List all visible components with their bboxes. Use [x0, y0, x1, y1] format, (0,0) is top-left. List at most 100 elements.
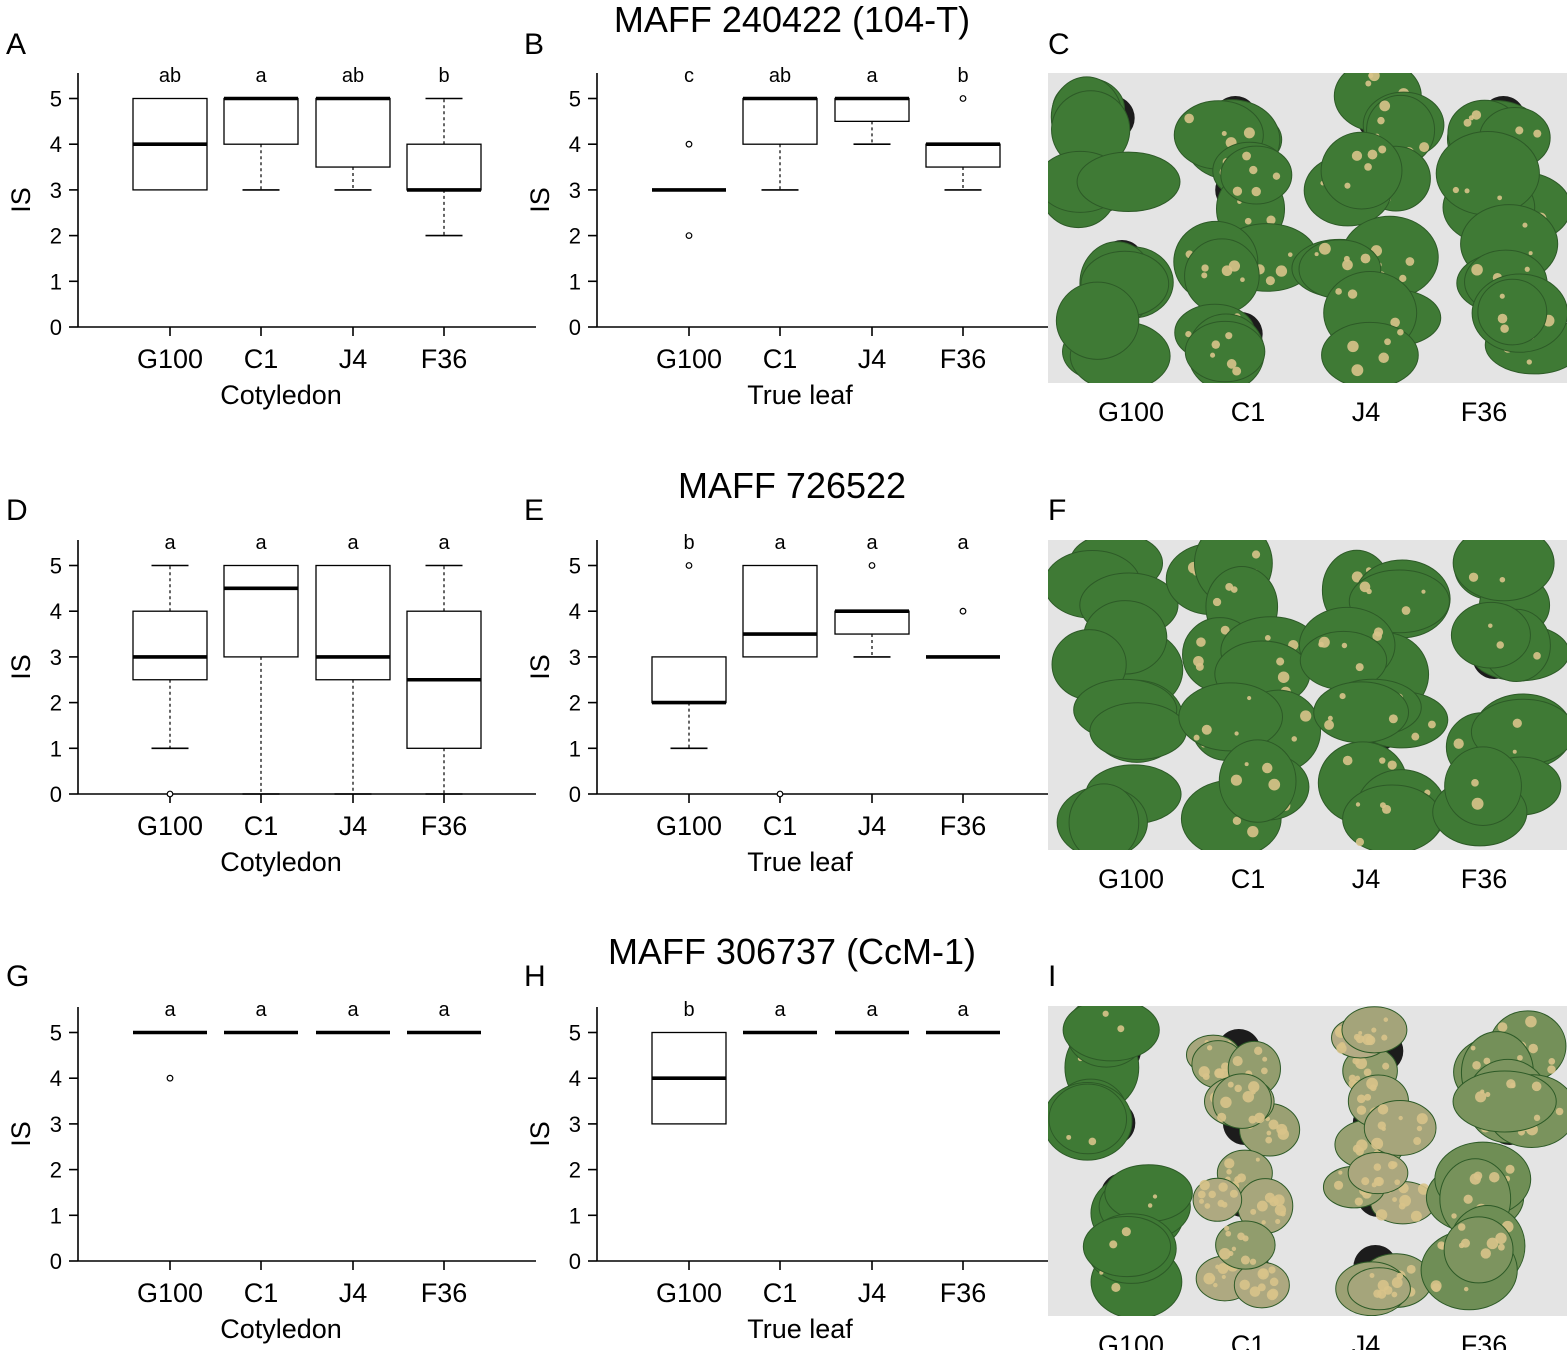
lesion-spot: [1360, 253, 1371, 264]
lesion-spot: [1365, 80, 1372, 87]
plant-group: [1298, 549, 1451, 850]
lesion-spot: [1217, 1199, 1225, 1207]
y-tick-label: 0: [569, 315, 581, 340]
lesion-spot: [1355, 802, 1361, 807]
lesion-spot: [1272, 172, 1281, 180]
lesion-spot: [1483, 1057, 1491, 1065]
lesion-spot: [1147, 1203, 1153, 1208]
lesion-spot: [1367, 149, 1378, 160]
lesion-spot: [1524, 266, 1530, 272]
lesion-spot: [1499, 293, 1505, 299]
y-tick-label: 4: [50, 132, 62, 157]
lesion-spot: [1244, 217, 1252, 225]
leaf: [1347, 1151, 1409, 1195]
leaf: [1082, 1216, 1172, 1278]
lesion-spot: [1388, 714, 1398, 724]
lesion-spot: [1525, 1015, 1537, 1028]
lesion-spot: [1421, 589, 1426, 594]
lesion-spot: [1344, 182, 1351, 189]
lesion-spot: [1257, 1283, 1266, 1292]
lesion-spot: [1268, 1119, 1279, 1130]
photo-label: F36: [1461, 864, 1508, 894]
lesion-spot: [1384, 338, 1391, 346]
box-f36: b: [925, 65, 1001, 191]
y-tick-label: 0: [50, 1249, 62, 1274]
y-axis-title: IS: [525, 654, 555, 680]
lesion-spot: [1378, 352, 1389, 364]
lesion-spot: [1517, 1054, 1523, 1061]
significance-letter: a: [347, 532, 359, 554]
y-tick-label: 3: [569, 178, 581, 203]
x-tick-label: J4: [339, 1278, 368, 1308]
x-tick-label: F36: [940, 1278, 987, 1308]
lesion-spot: [1277, 671, 1290, 683]
lesion-spot: [1356, 1094, 1366, 1104]
strain-title-2: MAFF 726522: [678, 465, 906, 506]
lesion-spot: [1533, 652, 1541, 660]
box-iqr: [315, 97, 391, 168]
significance-letter: b: [438, 65, 449, 87]
lesion-spot: [1196, 637, 1206, 647]
box-iqr: [223, 97, 299, 145]
lesion-spot: [1338, 1041, 1346, 1049]
lesion-spot: [1117, 1025, 1125, 1033]
y-axis-title: IS: [525, 1121, 555, 1147]
lesion-spot: [1256, 1200, 1268, 1212]
box-g100: ab: [132, 65, 208, 191]
lesion-spot: [1526, 359, 1532, 365]
lesion-spot: [1265, 276, 1275, 286]
lesion-spot: [1220, 1096, 1232, 1109]
lesion-spot: [1401, 606, 1411, 615]
lesion-spot: [1372, 631, 1382, 642]
photo-label: C1: [1231, 1330, 1266, 1350]
y-tick-label: 5: [569, 87, 581, 112]
photo-label: C1: [1231, 864, 1266, 894]
lesion-spot: [1497, 313, 1508, 324]
y-tick-label: 1: [569, 269, 581, 294]
strain-title-3: MAFF 306737 (CcM-1): [608, 931, 976, 972]
lesion-spot: [1379, 100, 1391, 112]
lesion-spot: [1217, 1112, 1227, 1122]
lesion-spot: [1528, 1043, 1538, 1054]
lesion-spot: [1111, 1282, 1121, 1293]
lesion-spot: [1221, 130, 1227, 136]
lesion-spot: [1369, 1272, 1375, 1278]
box-c1: ab: [742, 65, 818, 191]
lesion-spot: [1515, 126, 1524, 135]
lesion-spot: [1390, 1161, 1398, 1168]
lesion-spot: [1218, 1182, 1228, 1192]
photo-label: G100: [1098, 1330, 1164, 1350]
panel-letter-g: G: [6, 960, 29, 993]
x-axis-title: Cotyledon: [220, 847, 342, 877]
lesion-spot: [1262, 762, 1273, 774]
lesion-spot: [1356, 1105, 1367, 1115]
panel-letter-i: I: [1048, 960, 1056, 993]
lesion-spot: [1275, 1218, 1281, 1225]
y-axis-title: IS: [6, 654, 36, 680]
lesion-spot: [1240, 277, 1245, 283]
photo-label: F36: [1461, 397, 1508, 427]
lesion-spot: [1358, 1031, 1363, 1036]
lesion-spot: [1066, 1134, 1072, 1140]
y-tick-label: 5: [569, 1021, 581, 1046]
lesion-spot: [1394, 1179, 1401, 1186]
box-c1: a: [223, 65, 299, 191]
lesion-spot: [1512, 749, 1517, 754]
lesion-spot: [1199, 1179, 1210, 1191]
lesion-spot: [1348, 1074, 1356, 1082]
box-iqr: [742, 564, 818, 658]
outlier-point: [685, 562, 693, 569]
x-tick-label: J4: [858, 811, 887, 841]
lesion-spot: [1399, 274, 1407, 283]
lesion-spot: [1430, 1280, 1442, 1292]
y-tick-label: 2: [50, 1158, 62, 1183]
significance-letter: a: [957, 532, 969, 554]
lesion-spot: [1341, 642, 1348, 649]
box-iqr: [132, 610, 208, 681]
lesion-spot: [1195, 662, 1204, 671]
lesion-spot: [1261, 1067, 1268, 1075]
lesion-spot: [1533, 1114, 1541, 1122]
leaf: [1452, 540, 1555, 602]
panel-letter-c: C: [1048, 28, 1070, 61]
x-tick-label: F36: [940, 344, 987, 374]
